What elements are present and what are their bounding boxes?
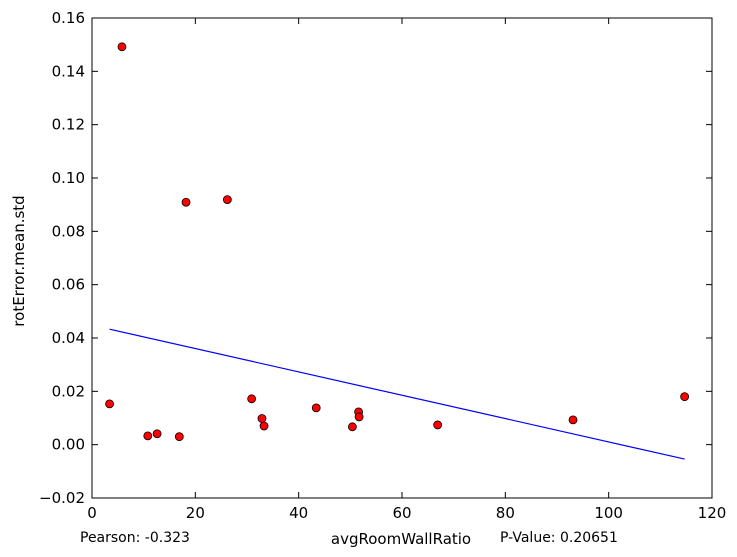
y-tick-label: −0.02 [39,489,85,507]
data-point [568,415,578,425]
y-tick-label: 0.14 [52,62,85,80]
data-point [311,403,321,413]
data-point [259,421,269,431]
x-tick-label: 20 [186,504,205,522]
data-point [222,195,232,205]
data-point [174,432,184,442]
y-tick-label: 0.12 [52,116,85,134]
data-point [117,42,127,52]
y-axis-ticks: −0.02 0.00 0.02 0.04 0.06 0.08 0.10 0.12 0.14 0.1… [39,9,712,507]
y-tick-label: 0.08 [52,222,85,240]
x-tick-label: 60 [392,504,411,522]
y-tick-label: 0.04 [52,329,85,347]
data-point [257,414,267,423]
data-points [105,42,690,442]
data-point [105,399,114,409]
y-tick-label: 0.10 [52,169,85,187]
data-point [181,197,191,207]
x-tick-label: 0 [87,504,97,522]
x-axis-label: avgRoomWallRatio [331,530,471,548]
plot-frame [91,17,713,499]
y-tick-label: 0.06 [52,276,85,294]
pvalue-label: P-Value: 0.20651 [500,530,618,546]
y-tick-label: 0.16 [52,9,85,27]
data-point [680,392,690,402]
y-tick-label: 0.02 [52,382,85,400]
data-point [143,431,153,441]
y-axis-label: rotError.mean.std [10,195,28,326]
x-tick-label: 100 [594,504,623,522]
pearson-label: Pearson: -0.323 [80,530,190,546]
regression-line-group [109,328,685,460]
y-tick-label: 0.00 [52,436,85,454]
regression-line [109,328,685,460]
x-tick-label: 80 [496,504,515,522]
data-point [347,422,357,432]
x-axis-ticks: 0 20 40 60 80 100 120 [87,18,726,522]
data-point [247,394,257,404]
x-tick-label: 120 [698,504,727,522]
x-tick-label: 40 [289,504,308,522]
data-point [354,412,364,422]
data-point [433,420,443,430]
data-point [152,429,162,439]
